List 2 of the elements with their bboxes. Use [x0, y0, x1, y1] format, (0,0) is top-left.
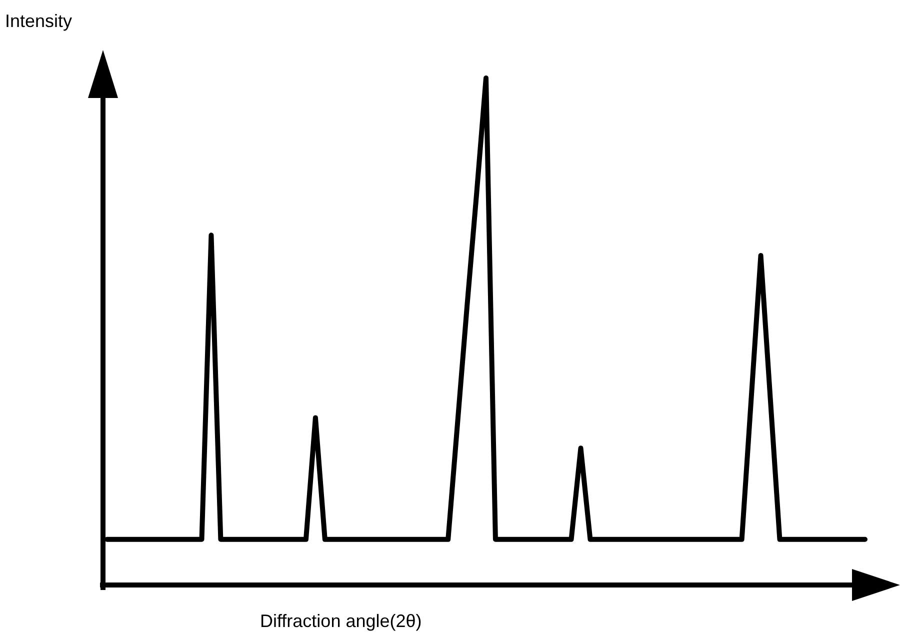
- x-axis-title: Diffraction angle(2θ): [260, 611, 422, 631]
- y-axis-title: Intensity: [5, 11, 72, 31]
